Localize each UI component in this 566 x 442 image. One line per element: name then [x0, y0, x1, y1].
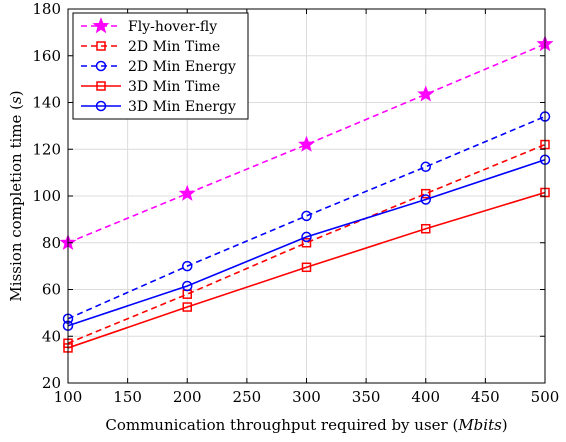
- data-point-2d-min-time: [301, 238, 312, 248]
- y-tick-label: 120: [32, 140, 61, 158]
- data-point-3d-min-time: [301, 262, 312, 273]
- x-tick-label: 450: [471, 388, 500, 406]
- legend-marker-3d-min-time: [96, 81, 106, 91]
- legend-marker-2d-min-energy: [95, 60, 107, 72]
- x-axis-unit: Mbits: [457, 416, 502, 434]
- y-tick-label: 60: [42, 281, 61, 299]
- y-axis-title-close: ): [7, 90, 25, 96]
- series-line-2d-min-time: [67, 143, 546, 344]
- x-axis-title-close: ): [502, 416, 508, 434]
- y-axis-unit: s: [7, 96, 25, 104]
- x-tick-label: 300: [292, 388, 321, 406]
- x-tick-label: 200: [173, 388, 202, 406]
- legend-marker-2d-min-time: [96, 41, 106, 51]
- y-tick-label: 140: [32, 94, 61, 112]
- legend-marker-3d-min-energy: [95, 100, 107, 112]
- x-axis-title: Communication throughput required by use…: [105, 416, 507, 434]
- series-layer: [59, 35, 554, 353]
- x-tick-label: 400: [411, 388, 440, 406]
- data-point-2d-min-energy: [420, 161, 431, 173]
- legend-marker-fly-hover-fly: [92, 17, 110, 34]
- y-tick-label: 40: [42, 327, 61, 345]
- legend: Fly-hover-fly 2D Min Time 2D Min Energy 3D …: [72, 12, 249, 120]
- data-point-fly-hover-fly: [417, 85, 435, 102]
- series-line-3d-min-time: [67, 191, 546, 349]
- x-tick-label: 250: [233, 388, 262, 406]
- y-tick-label: 20: [42, 374, 61, 392]
- x-tick-label: 150: [113, 388, 142, 406]
- data-point-fly-hover-fly: [178, 184, 196, 201]
- legend-label-2d-min-time: 2D Min Time: [128, 39, 220, 55]
- series-line-fly-hover-fly: [67, 43, 546, 244]
- legend-label-fly-hover-fly: Fly-hover-fly: [128, 19, 217, 35]
- data-point-2d-min-energy: [301, 210, 312, 222]
- legend-label-3d-min-energy: 3D Min Energy: [128, 99, 236, 115]
- legend-label-2d-min-energy: 2D Min Energy: [128, 59, 236, 75]
- y-tick-label: 180: [32, 0, 61, 18]
- series-line-2d-min-energy: [67, 115, 546, 320]
- y-tick-label: 100: [32, 187, 61, 205]
- data-point-3d-min-energy: [182, 280, 193, 292]
- data-point-2d-min-energy: [182, 260, 193, 272]
- x-axis-title-text: Communication throughput required by use…: [105, 416, 458, 434]
- legend-label-3d-min-time: 3D Min Time: [128, 79, 220, 95]
- y-tick-label: 80: [42, 234, 61, 252]
- x-tick-label: 100: [54, 388, 83, 406]
- data-point-3d-min-time: [182, 302, 192, 312]
- data-point-3d-min-energy: [301, 231, 312, 243]
- series-line-3d-min-energy: [67, 159, 546, 327]
- x-tick-label: 500: [531, 388, 560, 406]
- y-tick-label: 160: [32, 47, 61, 65]
- y-axis-title-text: Mission completion time (: [7, 104, 25, 302]
- y-axis-title: Mission completion time (s): [7, 90, 25, 301]
- data-point-fly-hover-fly: [298, 135, 315, 152]
- data-point-3d-min-time: [421, 223, 431, 234]
- data-point-3d-min-energy: [420, 194, 431, 205]
- x-tick-label: 350: [352, 388, 381, 406]
- axis-ticks: 100 150 200 250 300 350 400 450 500 20 40 60 80 100 12…: [32, 0, 559, 406]
- data-point-2d-min-time: [421, 188, 431, 199]
